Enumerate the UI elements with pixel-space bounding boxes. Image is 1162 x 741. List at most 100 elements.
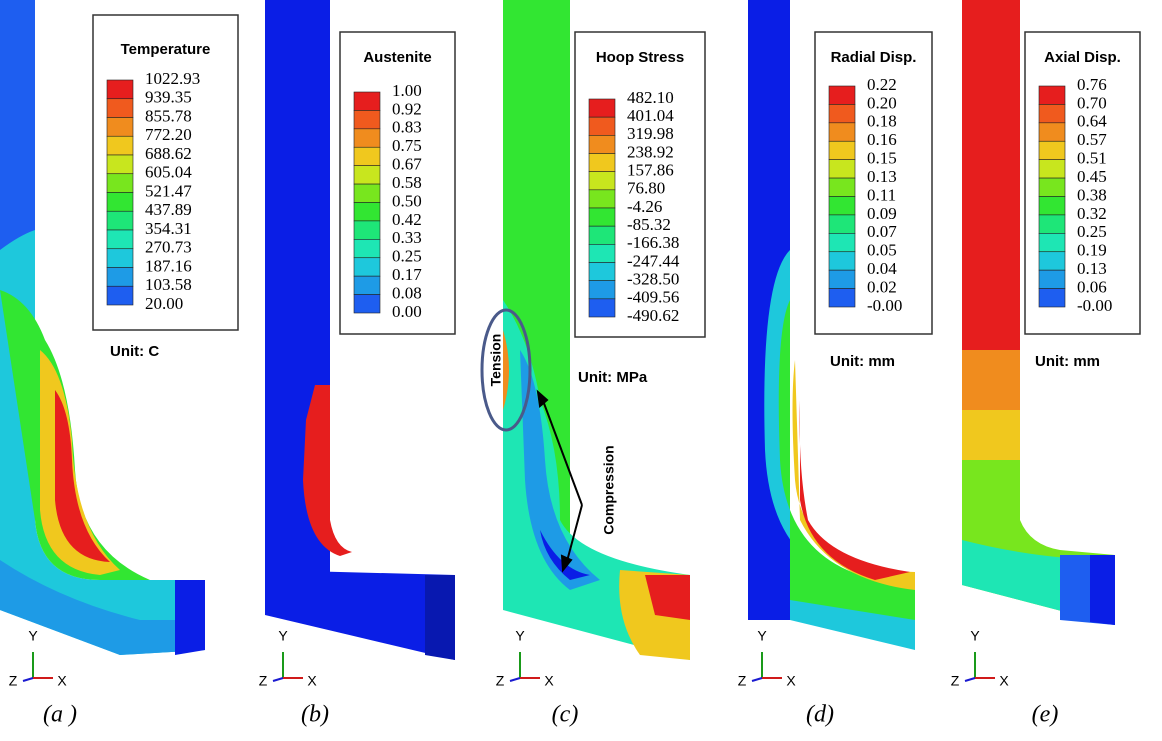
axis-label: X: [307, 673, 317, 689]
legend-value: 0.75: [392, 136, 422, 155]
legend-value: 0.38: [1077, 185, 1107, 204]
legend-value: 1.00: [392, 81, 422, 100]
legend-swatch: [106, 267, 134, 287]
legend-value: 437.89: [145, 200, 192, 219]
legend-swatch: [828, 269, 856, 289]
legend-swatch: [353, 202, 381, 222]
legend-swatch: [828, 159, 856, 179]
legend-value: 0.45: [1077, 167, 1107, 186]
legend-value: 0.07: [867, 222, 897, 241]
unit-label: Unit: mm: [830, 353, 895, 370]
caption: (e): [1032, 702, 1059, 728]
legend-swatch: [1038, 159, 1066, 179]
legend-swatch: [106, 229, 134, 250]
legend-value: 0.25: [392, 247, 422, 266]
legend-value: -0.00: [867, 296, 902, 315]
legend-value: -85.32: [627, 215, 671, 234]
legend-swatch: [353, 183, 381, 203]
legend-value: 0.32: [1077, 204, 1107, 223]
legend-title: Temperature: [121, 41, 211, 58]
legend-title: Axial Disp.: [1044, 49, 1121, 66]
legend-value: 0.15: [867, 149, 897, 168]
axis-label: Z: [259, 673, 268, 689]
legend-value: -490.62: [627, 306, 679, 325]
legend-value: 605.04: [145, 163, 192, 182]
legend-swatch: [353, 91, 381, 111]
arrows: [536, 389, 583, 573]
legend-value: 0.76: [1077, 75, 1107, 94]
axis-label: Z: [496, 673, 505, 689]
axis-label: Z: [951, 673, 960, 689]
legend-swatch: [106, 79, 134, 100]
legend-value: 103.58: [145, 275, 192, 294]
legend-swatch: [828, 177, 856, 197]
axis-label: Z: [9, 673, 18, 689]
legend-swatch: [106, 154, 134, 175]
legend-value: -4.26: [627, 197, 662, 216]
legend-value: 0.13: [1077, 259, 1107, 278]
legend-value: 0.05: [867, 241, 897, 260]
legend-title: Austenite: [363, 49, 431, 66]
annotation: Compression: [601, 445, 617, 534]
axis-label: Z: [738, 673, 747, 689]
legend-value: -166.38: [627, 233, 679, 252]
legend-swatch: [106, 117, 134, 137]
legend-swatch: [353, 257, 381, 277]
legend-value: 0.51: [1077, 149, 1107, 168]
legend-swatch: [588, 280, 616, 300]
legend-value: 1022.93: [145, 69, 200, 88]
legend-swatch: [588, 171, 616, 191]
legend-swatch: [828, 122, 856, 142]
legend-value: 0.50: [392, 191, 422, 210]
legend-swatch: [828, 233, 856, 253]
legend-swatch: [353, 165, 381, 185]
legend-swatch: [588, 189, 616, 209]
axis-label: Y: [278, 628, 288, 644]
legend-value: 0.09: [867, 204, 897, 223]
axis-z: [22, 677, 34, 682]
legend-title: Hoop Stress: [596, 49, 684, 66]
legend-title: Radial Disp.: [831, 49, 917, 66]
legend-swatch: [353, 275, 381, 295]
legend-value: 0.04: [867, 259, 897, 278]
legend-swatch: [828, 85, 856, 105]
legend-swatch: [106, 285, 134, 306]
legend-value: 772.20: [145, 125, 192, 144]
legend-value: 0.18: [867, 112, 897, 131]
legend-value: 0.70: [1077, 93, 1107, 112]
axis-z: [964, 677, 976, 682]
axis-z: [751, 677, 763, 682]
legend-swatch: [588, 98, 616, 118]
legend-value: 0.58: [392, 173, 422, 192]
axis-label: Y: [970, 628, 980, 644]
legend-swatch: [828, 140, 856, 160]
legend-value: 0.22: [867, 75, 897, 94]
model-b: [265, 0, 455, 660]
legend-swatch: [106, 173, 134, 193]
unit-label: Unit: MPa: [578, 369, 648, 386]
legend-value: 0.17: [392, 265, 422, 284]
unit-label: Unit: mm: [1035, 353, 1100, 370]
legend-value: 0.19: [1077, 241, 1107, 260]
legend-swatch: [588, 153, 616, 172]
legend-swatch: [1038, 269, 1066, 289]
legend-value: 0.13: [867, 167, 897, 186]
legend-swatch: [1038, 140, 1066, 160]
model-d: [748, 0, 915, 650]
legend-value: 0.20: [867, 93, 897, 112]
legend-swatch: [353, 146, 381, 166]
legend-value: 20.00: [145, 294, 183, 313]
legend-swatch: [106, 210, 134, 231]
legend-swatch: [588, 225, 616, 245]
legend-value: -0.00: [1077, 296, 1112, 315]
legend-swatch: [353, 128, 381, 148]
legend-value: 521.47: [145, 181, 192, 200]
legend-value: 0.08: [392, 283, 422, 302]
legend-value: -409.56: [627, 288, 679, 307]
legend-value: 401.04: [627, 106, 674, 125]
legend-value: 0.33: [392, 228, 422, 247]
legend-value: 688.62: [145, 144, 192, 163]
legend-swatch: [353, 294, 381, 314]
legend-value: 354.31: [145, 219, 192, 238]
model-c: [503, 0, 690, 660]
